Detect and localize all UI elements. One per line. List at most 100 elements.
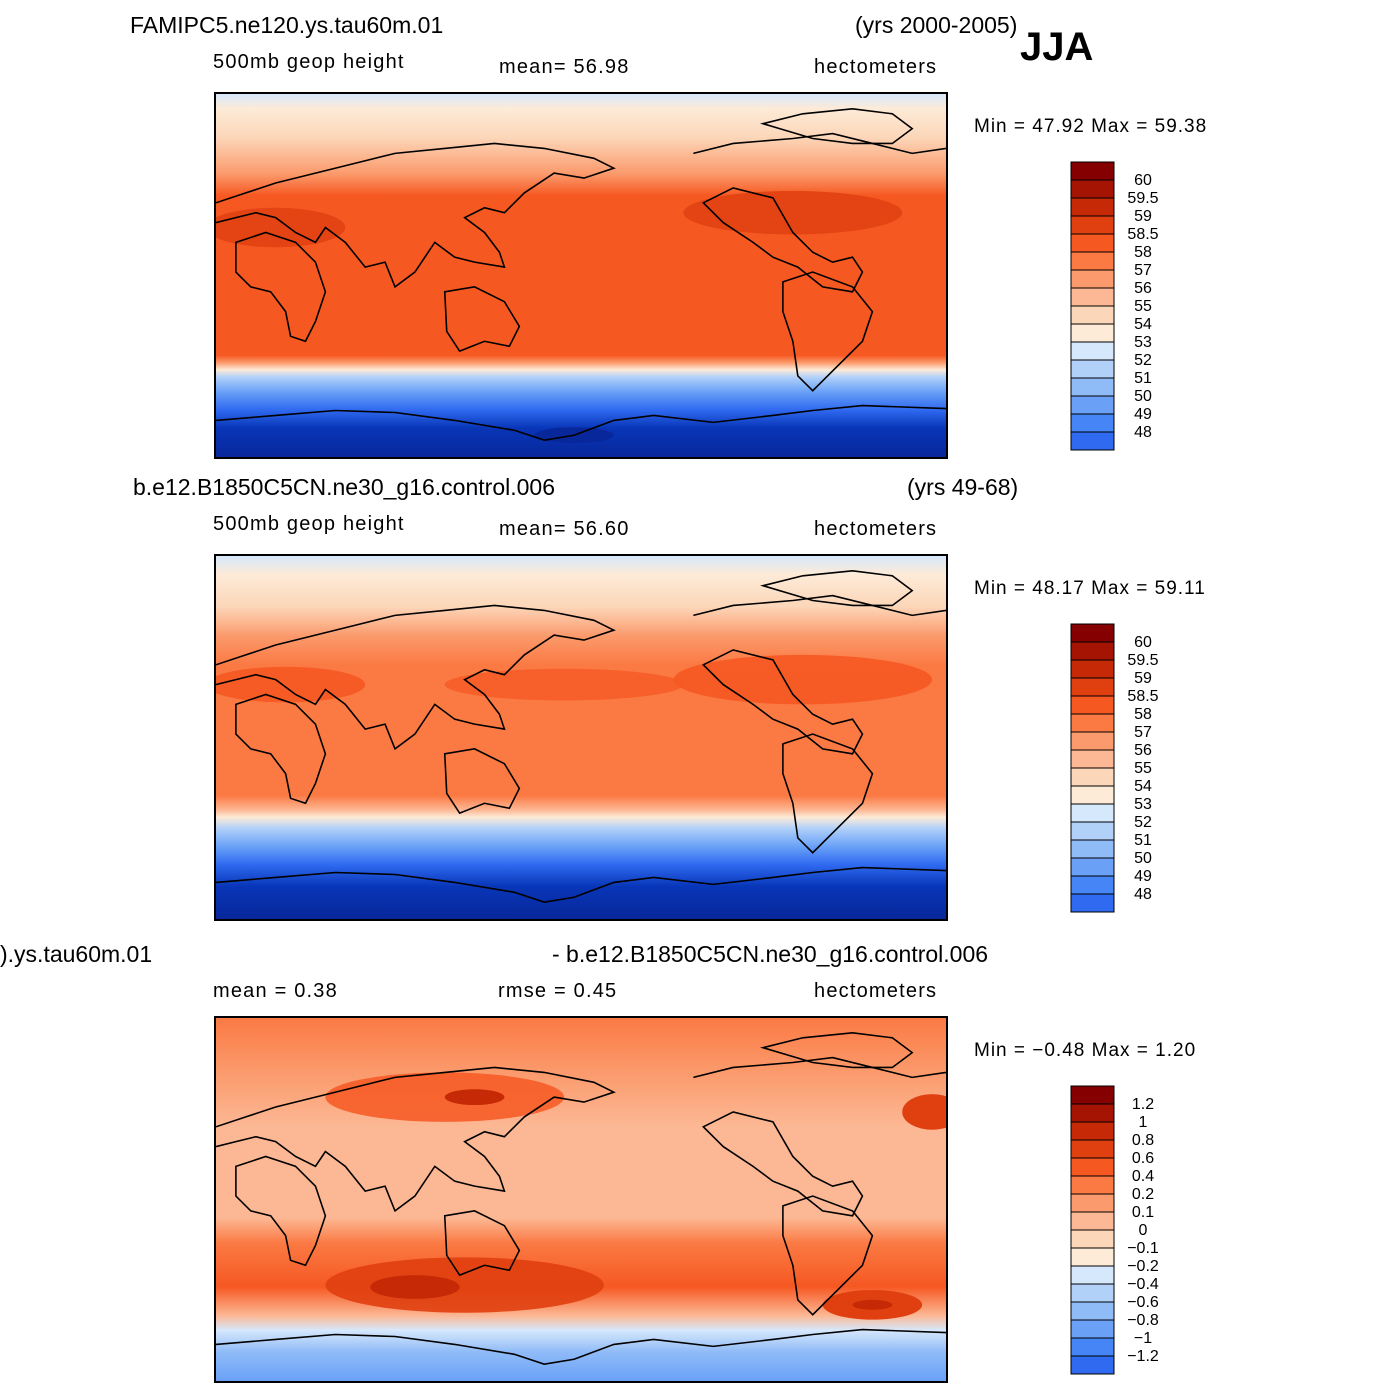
panel2-colorbar-swatch xyxy=(1070,659,1115,679)
panel3-case-name-right: - b.e12.B1850C5CN.ne30_g16.control.006 xyxy=(552,941,989,967)
panel3-colorbar-label: 0.1 xyxy=(1132,1204,1154,1221)
panel1-colorbar: 60 59.5 59 58.5 58 57 56 55 54 53 52 51 50 49 48 xyxy=(1070,161,1161,452)
panel2-case-name: b.e12.B1850C5CN.ne30_g16.control.006 xyxy=(133,474,555,500)
panel1-colorbar-swatch xyxy=(1070,377,1115,397)
panel1-colorbar-label: 57 xyxy=(1134,262,1152,279)
panel2-colorbar-label: 50 xyxy=(1134,850,1152,867)
panel1-colorbar-label: 55 xyxy=(1134,298,1152,315)
panel3-colorbar-swatch xyxy=(1070,1193,1115,1213)
panel3-units: hectometers xyxy=(814,980,938,1002)
panel2-colorbar-label: 59.5 xyxy=(1127,652,1158,669)
panel2-colorbar-swatch xyxy=(1070,623,1115,643)
panel3-colorbar-label: 1 xyxy=(1139,1114,1148,1131)
panel3-colorbar-label: −0.8 xyxy=(1127,1312,1159,1329)
panel2-map xyxy=(214,554,948,921)
panel1-colorbar-label: 58 xyxy=(1134,244,1152,261)
panel1-colorbar-label: 60 xyxy=(1134,172,1152,189)
panel2-colorbar-swatch xyxy=(1070,749,1115,769)
panel2-colorbar-label: 58.5 xyxy=(1127,688,1158,705)
panel3-colorbar-svg: 1.210.80.60.40.20.10−0.1−0.2−0.4−0.6−0.8… xyxy=(1070,1085,1159,1375)
panel3-colorbar-swatch xyxy=(1070,1175,1115,1195)
panel2-colorbar-label: 57 xyxy=(1134,724,1152,741)
panel1-colorbar-swatch xyxy=(1070,233,1115,253)
panel3-rmse: rmse = 0.45 xyxy=(498,980,618,1002)
panel3-colorbar-swatch xyxy=(1070,1301,1115,1321)
season-label: JJA xyxy=(1020,25,1094,69)
panel1-colorbar-swatch xyxy=(1070,215,1115,235)
panel3-minmax: Min = −0.48 Max = 1.20 xyxy=(974,1040,1197,1061)
panel3-map xyxy=(214,1016,948,1383)
panel1-colorbar-label: 53 xyxy=(1134,334,1152,351)
panel2-colorbar-label: 48 xyxy=(1134,886,1152,903)
panel3-colorbar: 1.2 1 0.8 0.6 0.4 0.2 0.1 0 −0.1 −0.2 −0.4 −0.6 −0.8… xyxy=(1070,1085,1161,1376)
panel3-colorbar-swatch xyxy=(1070,1103,1115,1123)
panel1-colorbar-label: 49 xyxy=(1134,406,1152,423)
panel2-colorbar-swatch xyxy=(1070,821,1115,841)
panel2-colorbar-label: 52 xyxy=(1134,814,1152,831)
panel3-colorbar-swatch xyxy=(1070,1355,1115,1375)
panel3-colorbar-swatch xyxy=(1070,1247,1115,1267)
panel3-colorbar-label: 0.4 xyxy=(1132,1168,1154,1185)
panel3-colorbar-label: 1.2 xyxy=(1132,1096,1154,1113)
panel3-colorbar-label: 0 xyxy=(1139,1222,1148,1239)
panel1-colorbar-swatch xyxy=(1070,341,1115,361)
panel3-colorbar-swatch xyxy=(1070,1157,1115,1177)
panel1-colorbar-swatch xyxy=(1070,359,1115,379)
panel2-years: (yrs 49-68) xyxy=(907,474,1019,500)
panel2-colorbar-swatch xyxy=(1070,839,1115,859)
panel2-colorbar-swatch xyxy=(1070,857,1115,877)
panel2-colorbar-label: 58 xyxy=(1134,706,1152,723)
panel2-colorbar-swatch xyxy=(1070,893,1115,913)
panel3-colorbar-swatch xyxy=(1070,1229,1115,1249)
panel3-colorbar-label: −0.2 xyxy=(1127,1258,1159,1275)
panel1-colorbar-swatch xyxy=(1070,179,1115,199)
panel1-colorbar-swatch xyxy=(1070,305,1115,325)
panel1-years: (yrs 2000-2005) xyxy=(855,12,1018,38)
panel3-colorbar-label: −1.2 xyxy=(1127,1348,1159,1365)
panel1-colorbar-swatch xyxy=(1070,287,1115,307)
panel3-colorbar-swatch xyxy=(1070,1283,1115,1303)
panel1-colorbar-label: 58.5 xyxy=(1127,226,1158,243)
panel1-map-svg xyxy=(216,94,946,457)
panel3-colorbar-label: 0.2 xyxy=(1132,1186,1154,1203)
panel1-map xyxy=(214,92,948,459)
panel1-minmax: Min = 47.92 Max = 59.38 xyxy=(974,116,1208,137)
panel2-colorbar-swatch xyxy=(1070,695,1115,715)
panel1-colorbar-swatch xyxy=(1070,431,1115,451)
panel2-colorbar-swatch xyxy=(1070,803,1115,823)
panel2-colorbar-label: 60 xyxy=(1134,634,1152,651)
panel1-colorbar-label: 52 xyxy=(1134,352,1152,369)
panel1-colorbar-swatch xyxy=(1070,269,1115,289)
panel2-mean: mean= 56.60 xyxy=(499,518,630,540)
panel3-colorbar-label: −1 xyxy=(1134,1330,1152,1347)
panel2-colorbar-label: 51 xyxy=(1134,832,1152,849)
panel2-colorbar-label: 49 xyxy=(1134,868,1152,885)
panel2-map-svg xyxy=(216,556,946,919)
panel1-variable: 500mb geop height xyxy=(213,51,405,73)
panel3-mean: mean = 0.38 xyxy=(213,980,338,1002)
panel2-colorbar-swatch xyxy=(1070,731,1115,751)
panel3-colorbar-label: 0.6 xyxy=(1132,1150,1154,1167)
panel3-colorbar-swatch xyxy=(1070,1337,1115,1357)
panel3-colorbar-label: −0.4 xyxy=(1127,1276,1159,1293)
panel1-colorbar-swatch xyxy=(1070,197,1115,217)
panel2-colorbar-label: 59 xyxy=(1134,670,1152,687)
panel1-units: hectometers xyxy=(814,56,938,78)
panel3-colorbar-swatch xyxy=(1070,1139,1115,1159)
panel1-case-name: FAMIPC5.ne120.ys.tau60m.01 xyxy=(130,12,444,38)
panel2-units: hectometers xyxy=(814,518,938,540)
panel2-colorbar-label: 53 xyxy=(1134,796,1152,813)
panel1-colorbar-label: 59 xyxy=(1134,208,1152,225)
panel1-colorbar-label: 54 xyxy=(1134,316,1152,333)
panel1-colorbar-swatch xyxy=(1070,395,1115,415)
panel1-colorbar-swatch xyxy=(1070,323,1115,343)
panel2-colorbar-label: 56 xyxy=(1134,742,1152,759)
panel2-colorbar-label: 55 xyxy=(1134,760,1152,777)
panel3-colorbar-swatch xyxy=(1070,1211,1115,1231)
panel1-colorbar-label: 48 xyxy=(1134,424,1152,441)
panel2-colorbar-swatch xyxy=(1070,785,1115,805)
panel3-colorbar-swatch xyxy=(1070,1121,1115,1141)
panel1-colorbar-label: 59.5 xyxy=(1127,190,1158,207)
panel1-colorbar-label: 56 xyxy=(1134,280,1152,297)
